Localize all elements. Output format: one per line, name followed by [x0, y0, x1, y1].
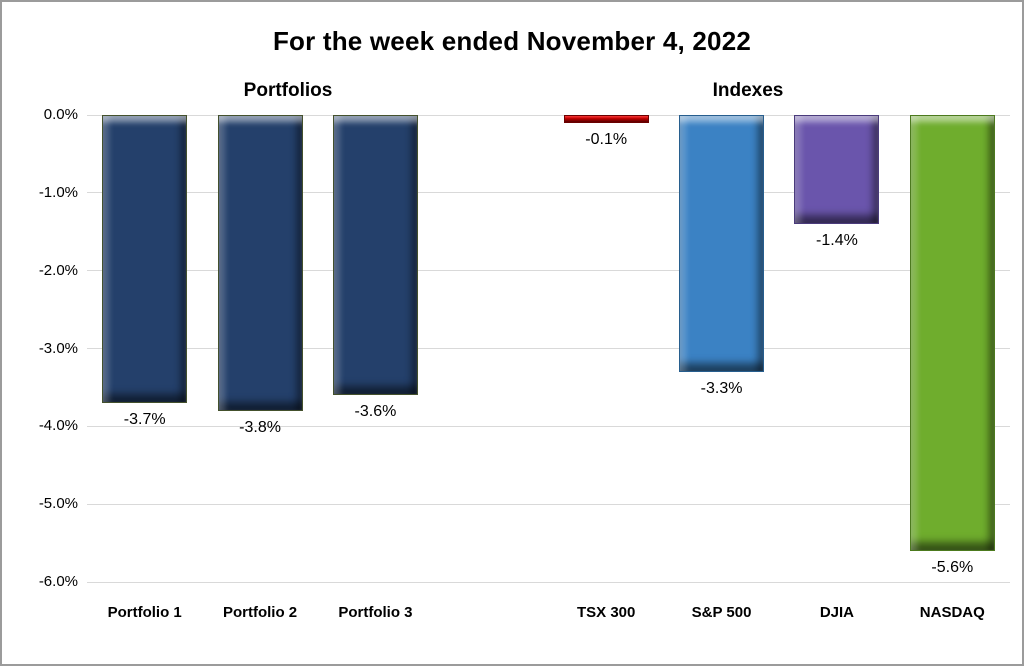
y-tick-label: -6.0% [38, 573, 78, 590]
y-tick-label: -5.0% [38, 495, 78, 513]
data-label-portfolio-3: -3.6% [354, 403, 397, 421]
data-label-s-p-500: -3.3% [700, 379, 743, 397]
y-tick-label: 0.0% [43, 106, 78, 123]
category-label-portfolio-1: Portfolio 1 [107, 604, 182, 621]
bar-djia [794, 115, 880, 224]
bar-portfolio-2 [217, 115, 303, 411]
bar-portfolio-1 [102, 115, 188, 403]
y-tick-label: -3.0% [38, 339, 78, 357]
category-label-nasdaq: NASDAQ [919, 604, 985, 621]
category-label-portfolio-3: Portfolio 3 [338, 604, 413, 621]
gridline [87, 270, 1010, 272]
data-label-djia: -1.4% [816, 231, 858, 249]
data-label-tsx-300: -0.1% [585, 130, 628, 148]
gridline [87, 348, 1010, 349]
category-label-portfolio-2: Portfolio 2 [222, 604, 298, 621]
category-label-djia: DJIA [819, 604, 855, 621]
chart-title: For the week ended November 4, 2022 [272, 26, 752, 56]
data-label-nasdaq: -5.6% [931, 558, 974, 576]
category-label-s-p-500: S&P 500 [691, 604, 752, 621]
bar-tsx-300 [563, 115, 649, 123]
bar-s-p-500 [679, 115, 765, 372]
group-label-indexes: Indexes [712, 80, 784, 101]
data-label-portfolio-1: -3.7% [123, 410, 166, 428]
data-label-portfolio-2: -3.8% [239, 418, 281, 436]
category-label-tsx-300: TSX 300 [577, 604, 636, 621]
gridline [87, 425, 1010, 427]
y-tick-label: -1.0% [38, 183, 78, 201]
gridline [87, 503, 1010, 505]
gridline [87, 114, 1010, 116]
y-tick-label: -2.0% [38, 261, 78, 279]
gridline [87, 192, 1010, 194]
gridline [87, 581, 1010, 583]
y-tick-label: -4.0% [38, 417, 78, 435]
bar-portfolio-3 [332, 115, 418, 396]
group-label-portfolios: Portfolios [243, 80, 333, 101]
bar-nasdaq [909, 115, 995, 551]
